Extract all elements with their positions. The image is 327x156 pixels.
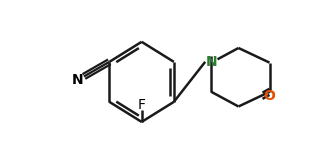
Text: F: F [138, 98, 146, 112]
Text: N: N [206, 55, 217, 69]
Text: O: O [263, 89, 275, 103]
Text: N: N [71, 73, 83, 87]
